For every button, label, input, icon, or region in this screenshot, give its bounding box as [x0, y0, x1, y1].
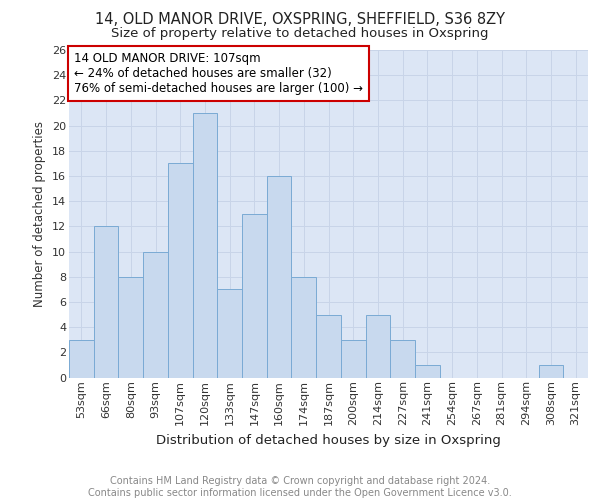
Bar — [118, 276, 143, 378]
Bar — [217, 290, 242, 378]
Text: 14 OLD MANOR DRIVE: 107sqm
← 24% of detached houses are smaller (32)
76% of semi: 14 OLD MANOR DRIVE: 107sqm ← 24% of deta… — [74, 52, 363, 94]
Bar — [390, 340, 415, 378]
Bar — [341, 340, 365, 378]
Text: Size of property relative to detached houses in Oxspring: Size of property relative to detached ho… — [111, 28, 489, 40]
Bar — [316, 314, 341, 378]
Text: 14, OLD MANOR DRIVE, OXSPRING, SHEFFIELD, S36 8ZY: 14, OLD MANOR DRIVE, OXSPRING, SHEFFIELD… — [95, 12, 505, 28]
Y-axis label: Number of detached properties: Number of detached properties — [34, 120, 46, 306]
X-axis label: Distribution of detached houses by size in Oxspring: Distribution of detached houses by size … — [156, 434, 501, 446]
Bar — [267, 176, 292, 378]
Bar — [94, 226, 118, 378]
Bar — [415, 365, 440, 378]
Bar — [168, 164, 193, 378]
Text: Contains HM Land Registry data © Crown copyright and database right 2024.
Contai: Contains HM Land Registry data © Crown c… — [88, 476, 512, 498]
Bar — [242, 214, 267, 378]
Bar — [365, 314, 390, 378]
Bar — [69, 340, 94, 378]
Bar — [143, 252, 168, 378]
Bar — [193, 113, 217, 378]
Bar — [539, 365, 563, 378]
Bar — [292, 276, 316, 378]
